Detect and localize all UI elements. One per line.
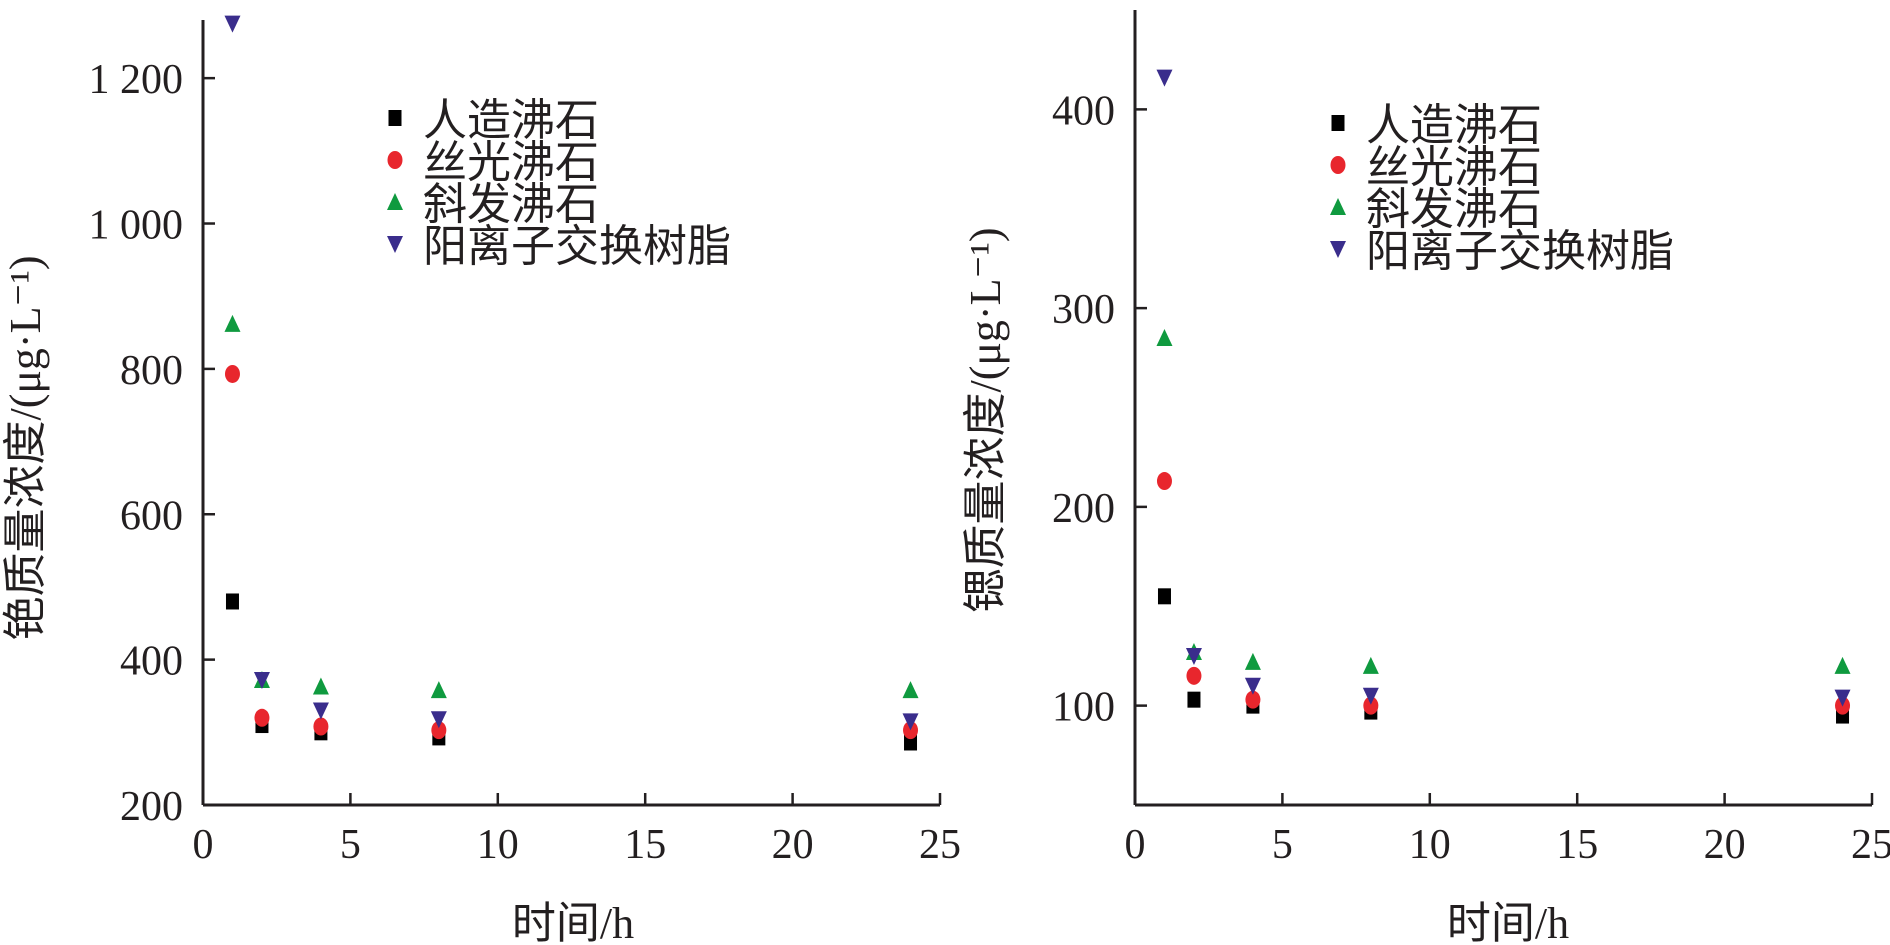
- chart-cesium-y-tick-label: 400: [120, 639, 183, 685]
- chart-cesium-legend-label: 阳离子交换树脂: [423, 222, 731, 271]
- chart-cesium-x-tick-label: 5: [340, 822, 361, 868]
- chart-cesium-x-tick-label: 20: [772, 822, 814, 868]
- chart-strontium-point: [1834, 656, 1851, 674]
- chart-cesium-x-tick-label: 0: [193, 822, 214, 868]
- chart-cesium-legend-marker: [387, 151, 403, 169]
- chart-cesium-legend-label: 人造沸石: [423, 96, 599, 145]
- chart-cesium-point: [254, 708, 270, 727]
- chart-strontium-point: [1244, 677, 1261, 695]
- chart-strontium: 时间/h 锶质量浓度/(μg·L⁻¹) 0 5 10 15 20 25 100 200 300 4…: [961, 10, 1890, 945]
- chart-cesium-y-label: 铯质量浓度/(μg·L⁻¹): [1, 255, 50, 640]
- chart-cesium-x-tick-label: 15: [624, 822, 666, 868]
- chart-strontium-point: [1362, 687, 1379, 705]
- chart-strontium-x-tick-label: 10: [1409, 822, 1451, 868]
- chart-cesium-y-tick-label: 600: [120, 493, 183, 539]
- chart-strontium-y-tick-label: 200: [1052, 486, 1115, 532]
- chart-strontium-x-tick-label: 15: [1556, 822, 1598, 868]
- chart-cesium-point: [904, 734, 918, 751]
- chart-strontium-y-label: 锶质量浓度/(μg·L⁻¹): [961, 227, 1010, 612]
- chart-cesium-point: [312, 702, 329, 720]
- chart-strontium-point: [1156, 69, 1173, 87]
- chart-strontium-point: [1363, 696, 1379, 715]
- chart-cesium-point: [902, 681, 919, 699]
- chart-cesium-x-tick-label: 10: [477, 822, 519, 868]
- chart-strontium-x-tick-label: 0: [1125, 822, 1146, 868]
- chart-cesium-point: [253, 671, 270, 689]
- chart-strontium-legend-marker: [1331, 115, 1345, 131]
- chart-cesium-point: [313, 717, 329, 736]
- chart-cesium-point: [312, 677, 329, 695]
- chart-strontium-x-label: 时间/h: [1447, 899, 1569, 945]
- chart-cesium-point: [224, 15, 241, 33]
- chart-strontium-legend-label: 人造沸石: [1366, 101, 1542, 150]
- chart-strontium-x-tick-label: 5: [1272, 822, 1293, 868]
- chart-cesium-legend-marker: [387, 193, 403, 210]
- chart-strontium-legend-marker: [1330, 198, 1346, 215]
- chart-cesium-x-tick-label: 25: [919, 822, 961, 868]
- chart-strontium-point: [1245, 690, 1261, 709]
- chart-cesium-point: [430, 681, 447, 699]
- chart-strontium-legend-label: 丝光沸石: [1366, 143, 1542, 192]
- chart-cesium-y-tick-label: 200: [120, 784, 183, 830]
- chart-strontium-point: [1156, 328, 1173, 346]
- chart-strontium-legend-label: 阳离子交换树脂: [1366, 227, 1674, 276]
- chart-cesium-point: [224, 314, 241, 332]
- chart-strontium-y-tick-label: 400: [1052, 88, 1115, 134]
- chart-cesium-legend-marker: [388, 110, 402, 126]
- chart-strontium-legend-marker: [1330, 241, 1346, 258]
- chart-strontium-legend-marker: [1330, 156, 1346, 174]
- chart-strontium-point: [1244, 652, 1261, 670]
- chart-strontium-y-tick-label: 300: [1052, 287, 1115, 333]
- chart-cesium-legend-label: 丝光沸石: [423, 138, 599, 187]
- chart-cesium-legend-marker: [387, 236, 403, 253]
- chart-cesium-y-tick-label: 1 000: [89, 203, 184, 249]
- chart-strontium-point: [1186, 666, 1202, 685]
- chart-cesium-point: [225, 593, 239, 610]
- chart-cesium-legend-label: 斜发沸石: [423, 180, 599, 229]
- chart-strontium-point: [1834, 689, 1851, 707]
- chart-strontium-point: [1362, 656, 1379, 674]
- chart-strontium-legend-label: 斜发沸石: [1366, 185, 1542, 234]
- chart-cesium-point: [902, 713, 919, 731]
- chart-strontium-y-tick-label: 100: [1052, 685, 1115, 731]
- chart-strontium-point: [1157, 588, 1171, 605]
- chart-cesium-y-tick-label: 1 200: [89, 57, 184, 103]
- chart-cesium-point: [431, 721, 447, 740]
- chart-strontium-point: [1187, 691, 1201, 708]
- chart-strontium-x-tick-label: 20: [1704, 822, 1746, 868]
- chart-cesium-x-label: 时间/h: [512, 899, 634, 945]
- chart-cesium-y-tick-label: 800: [120, 348, 183, 394]
- chart-strontium-point: [1185, 647, 1202, 665]
- chart-cesium-point: [430, 711, 447, 729]
- chart-cesium-point: [224, 364, 240, 383]
- chart-strontium-x-tick-label: 25: [1851, 822, 1890, 868]
- chart-cesium: 时间/h 铯质量浓度/(μg·L⁻¹) 0 5 10 15 20 25 200 400 600 8…: [1, 15, 961, 945]
- chart-strontium-point: [1156, 472, 1172, 491]
